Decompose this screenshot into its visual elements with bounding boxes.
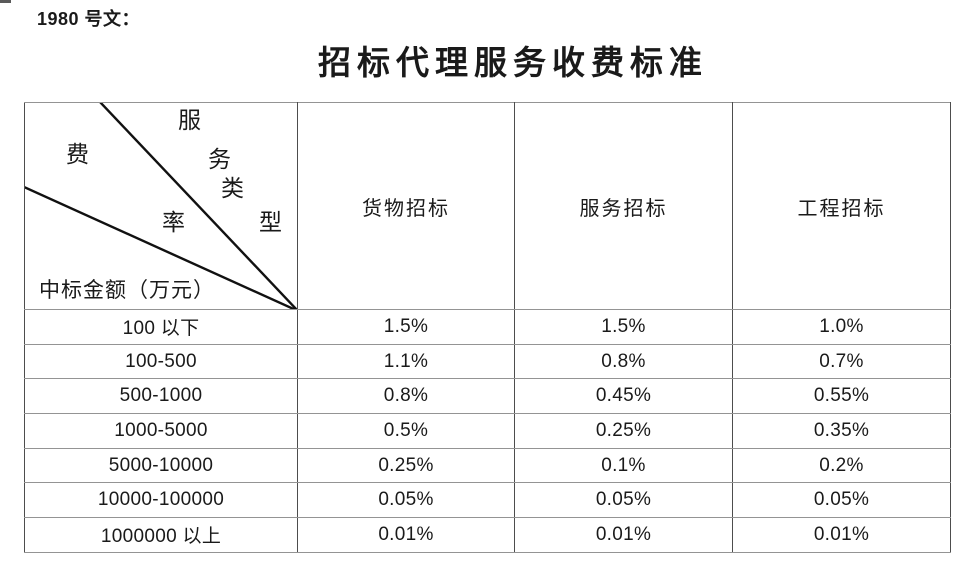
rate-cell: 0.8%: [514, 343, 733, 380]
amount-range-cell: 10000-100000: [24, 482, 298, 519]
amount-range-cell: 1000000 以上: [24, 517, 298, 553]
page-title: 招标代理服务收费标准: [318, 46, 708, 82]
rate-cell: 0.8%: [297, 378, 515, 415]
rate-cell: 0.25%: [514, 413, 733, 449]
header-row: 服 务 类 型 费 率 中标金额（万元） 货物招标 服务招标 工程招标: [24, 102, 951, 310]
column-header-goods: 货物招标: [297, 102, 515, 310]
rate-cell: 0.05%: [297, 482, 515, 519]
fee-standard-table: 服 务 类 型 费 率 中标金额（万元） 货物招标 服务招标 工程招标 100 …: [24, 102, 951, 553]
amount-range-cell: 500-1000: [24, 378, 298, 415]
service-type-char-4: 型: [259, 210, 282, 235]
rate-cell: 0.35%: [732, 413, 951, 449]
diagonal-divider-lines: [25, 103, 297, 309]
column-header-engineering: 工程招标: [732, 102, 951, 310]
table-row: 1000000 以上 0.01% 0.01% 0.01%: [24, 517, 951, 553]
rate-cell: 0.01%: [514, 517, 733, 553]
fee-char: 费: [66, 142, 89, 167]
service-type-char-3: 类: [221, 176, 244, 201]
table-row: 5000-10000 0.25% 0.1% 0.2%: [24, 447, 951, 484]
doc-number-label: 1980 号文：: [37, 9, 141, 29]
rate-cell: 0.05%: [514, 482, 733, 519]
rate-cell: 0.55%: [732, 378, 951, 415]
table-row: 10000-100000 0.05% 0.05% 0.05%: [24, 482, 951, 519]
rate-cell: 0.5%: [297, 413, 515, 449]
table-row: 100 以下 1.5% 1.5% 1.0%: [24, 309, 951, 345]
rate-cell: 0.2%: [732, 447, 951, 484]
rate-char: 率: [162, 210, 185, 235]
rate-cell: 0.45%: [514, 378, 733, 415]
rate-cell: 1.5%: [514, 309, 733, 345]
amount-range-cell: 100-500: [24, 343, 298, 380]
rate-cell: 0.01%: [297, 517, 515, 553]
amount-range-cell: 5000-10000: [24, 447, 298, 484]
rate-cell: 0.1%: [514, 447, 733, 484]
table-row: 100-500 1.1% 0.8% 0.7%: [24, 343, 951, 380]
screen-edge-artifact: [0, 0, 11, 3]
rate-cell: 1.5%: [297, 309, 515, 345]
amount-axis-label: 中标金额（万元）: [39, 278, 215, 302]
service-type-char-1: 服: [178, 108, 201, 133]
rate-cell: 1.1%: [297, 343, 515, 380]
amount-range-cell: 100 以下: [24, 309, 298, 345]
rate-cell: 0.01%: [732, 517, 951, 553]
table-row: 1000-5000 0.5% 0.25% 0.35%: [24, 413, 951, 449]
rate-cell: 0.25%: [297, 447, 515, 484]
service-type-char-2: 务: [208, 147, 231, 172]
rate-cell: 0.05%: [732, 482, 951, 519]
column-header-service: 服务招标: [514, 102, 733, 310]
diagonal-header-cell: 服 务 类 型 费 率 中标金额（万元）: [24, 102, 298, 310]
rate-cell: 1.0%: [732, 309, 951, 345]
amount-range-cell: 1000-5000: [24, 413, 298, 449]
rate-cell: 0.7%: [732, 343, 951, 380]
table-row: 500-1000 0.8% 0.45% 0.55%: [24, 378, 951, 415]
